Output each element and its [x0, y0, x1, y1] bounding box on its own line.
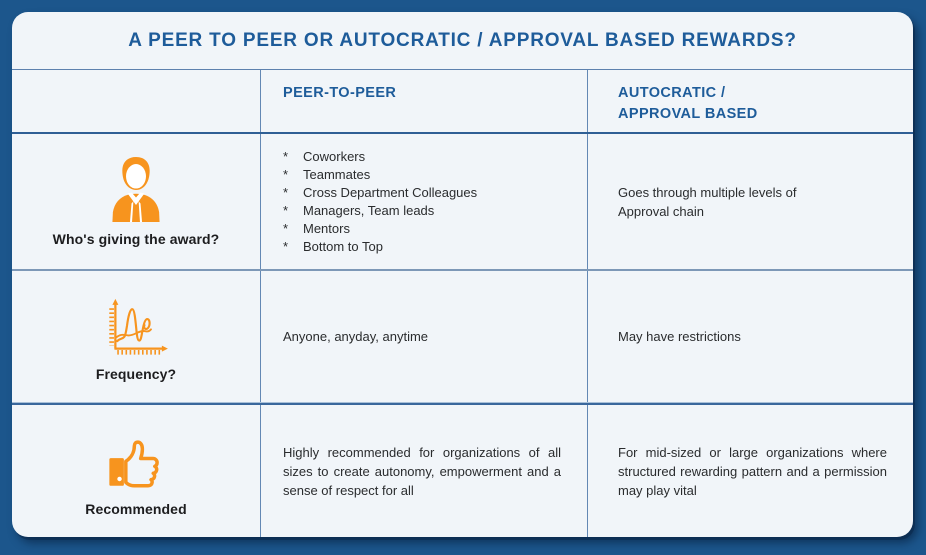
row-recommended: Recommended Highly recommended for organ…	[12, 403, 913, 537]
recommended-label-cell: Recommended	[12, 405, 260, 537]
thumbs-up-icon	[105, 426, 167, 492]
row-label: Frequency?	[95, 366, 177, 382]
frequency-label-cell: Frequency?	[12, 271, 260, 402]
list-item: * Cross Department Colleagues	[283, 184, 478, 200]
line-chart-icon	[102, 291, 170, 357]
list-item: * Bottom to Top	[283, 238, 383, 254]
businessman-icon	[105, 156, 167, 222]
header-empty-cell	[12, 70, 260, 132]
recommended-autocratic-text: For mid-sized or large organizations whe…	[587, 405, 913, 537]
comparison-card: A PEER TO PEER OR AUTOCRATIC / APPROVAL …	[12, 12, 913, 537]
column-header-row: PEER-TO-PEER AUTOCRATIC / APPROVAL BASED	[12, 70, 913, 134]
title-row: A PEER TO PEER OR AUTOCRATIC / APPROVAL …	[12, 12, 913, 70]
frequency-peer-text: Anyone, anyday, anytime	[260, 271, 587, 402]
header-peer-to-peer: PEER-TO-PEER	[260, 70, 587, 132]
list-item: * Coworkers	[283, 148, 366, 164]
who-is-giving-label-cell: Who's giving the award?	[12, 134, 260, 269]
row-frequency: Frequency? Anyone, anyday, anytime May h…	[12, 271, 913, 403]
row-label: Recommended	[85, 500, 187, 517]
row-who-is-giving: Who's giving the award? * Coworkers * Teamm…	[12, 134, 913, 271]
header-autocratic: AUTOCRATIC / APPROVAL BASED	[587, 70, 913, 132]
frequency-autocratic-text: May have restrictions	[587, 271, 913, 402]
row-label: Who's giving the award?	[52, 231, 220, 247]
list-item: * Mentors	[283, 220, 350, 236]
recommended-peer-text: Highly recommended for organizations of …	[260, 405, 587, 537]
page-title: A PEER TO PEER OR AUTOCRATIC / APPROVAL …	[128, 29, 797, 51]
list-item: * Teammates	[283, 166, 371, 182]
list-item: * Managers, Team leads	[283, 202, 435, 218]
giving-autocratic-text: Goes through multiple levels of Approval…	[587, 134, 913, 269]
giving-peer-list: * Coworkers * Teammates * Cross Department Co…	[260, 134, 587, 269]
